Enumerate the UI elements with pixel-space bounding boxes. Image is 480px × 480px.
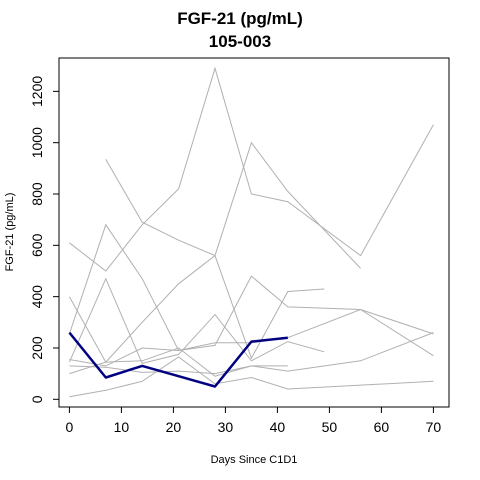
x-tick-label: 20 bbox=[166, 419, 182, 435]
y-tick-label: 400 bbox=[29, 285, 45, 309]
x-tick-label: 70 bbox=[426, 419, 442, 435]
series-line-7 bbox=[69, 332, 434, 377]
x-tick-label: 50 bbox=[322, 419, 338, 435]
series-line-3 bbox=[68, 254, 325, 363]
series-line-6 bbox=[69, 308, 434, 367]
x-tick-label: 60 bbox=[374, 419, 390, 435]
x-tick-label: 40 bbox=[270, 419, 286, 435]
series-line-1 bbox=[105, 141, 361, 269]
y-tick-label: 0 bbox=[29, 395, 45, 403]
series-line-5 bbox=[68, 277, 325, 364]
x-tick-label: 0 bbox=[66, 419, 74, 435]
x-tick-label: 10 bbox=[114, 419, 130, 435]
chart-subtitle: 105-003 bbox=[208, 32, 272, 51]
x-axis-label: Days Since C1D1 bbox=[211, 454, 298, 466]
series-line-8 bbox=[69, 365, 288, 375]
series-layer bbox=[68, 66, 434, 398]
plot-frame bbox=[58, 57, 450, 408]
y-tick-label: 1200 bbox=[29, 76, 45, 107]
highlight-series-line bbox=[68, 331, 288, 388]
highlight-layer bbox=[68, 331, 288, 388]
y-tick-label: 600 bbox=[29, 233, 45, 257]
series-line-2 bbox=[69, 66, 434, 272]
series-line-4 bbox=[68, 223, 434, 357]
y-tick-label: 800 bbox=[29, 182, 45, 206]
y-tick-label: 1000 bbox=[29, 127, 45, 158]
chart-title: FGF-21 (pg/mL) bbox=[177, 9, 303, 28]
y-axis-label: FGF-21 (pg/mL) bbox=[4, 193, 16, 272]
x-axis: 0 10 20 30 40 50 60 70 bbox=[66, 407, 442, 435]
y-tick-label: 200 bbox=[29, 336, 45, 360]
series-line-9 bbox=[69, 356, 434, 398]
y-axis: 0 200 400 600 800 1000 1200 bbox=[29, 76, 59, 403]
x-tick-label: 30 bbox=[218, 419, 234, 435]
